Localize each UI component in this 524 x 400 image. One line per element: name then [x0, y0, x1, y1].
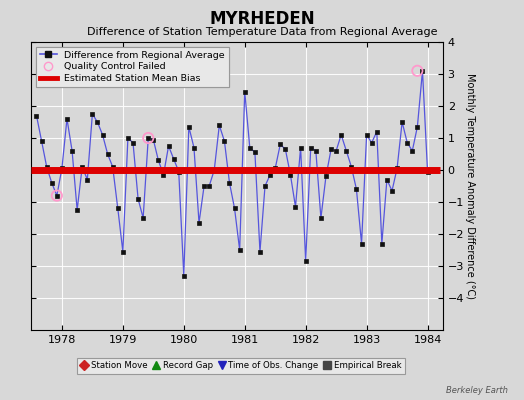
Text: MYRHEDEN: MYRHEDEN — [209, 10, 315, 28]
Point — [144, 135, 152, 141]
Point — [413, 68, 422, 74]
Legend: Difference from Regional Average, Quality Control Failed, Estimated Station Mean: Difference from Regional Average, Qualit… — [36, 47, 229, 87]
Y-axis label: Monthly Temperature Anomaly Difference (°C): Monthly Temperature Anomaly Difference (… — [465, 73, 475, 299]
Point — [52, 192, 61, 199]
Legend: Station Move, Record Gap, Time of Obs. Change, Empirical Break: Station Move, Record Gap, Time of Obs. C… — [77, 358, 405, 374]
Text: Berkeley Earth: Berkeley Earth — [446, 386, 508, 395]
Text: Difference of Station Temperature Data from Regional Average: Difference of Station Temperature Data f… — [87, 27, 437, 37]
